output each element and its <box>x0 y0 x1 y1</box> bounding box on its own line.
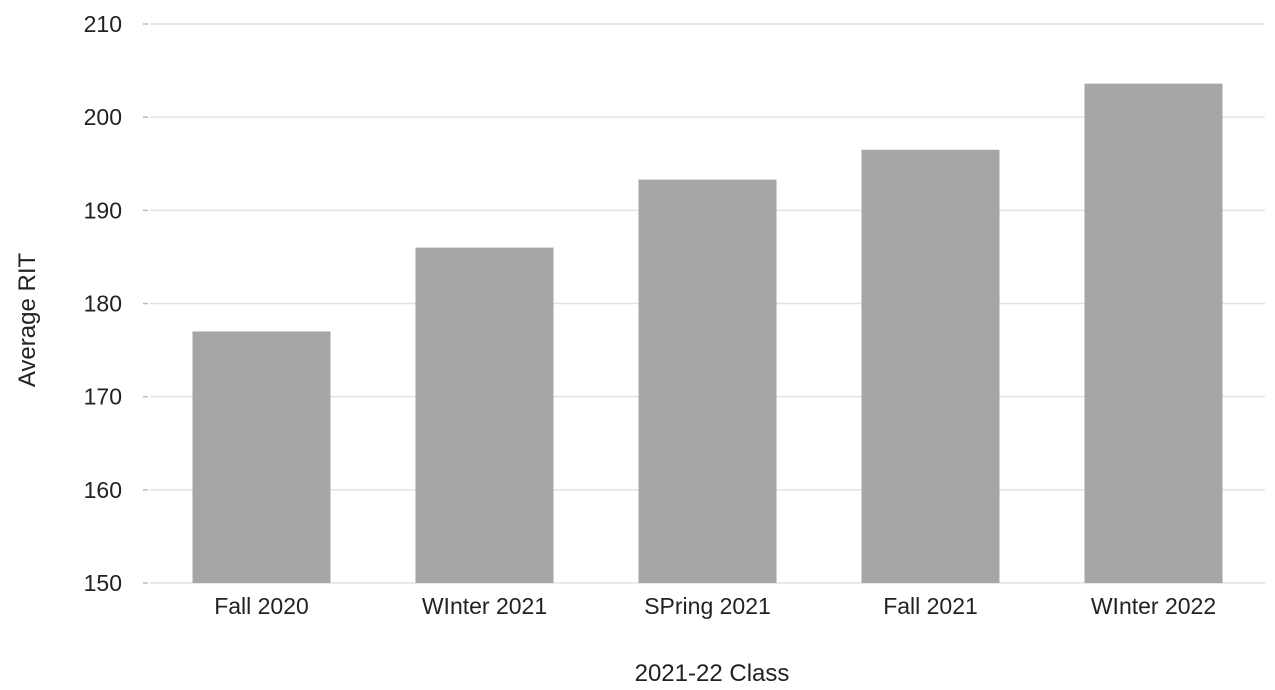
y-tick-label: 170 <box>84 384 122 410</box>
bar-2 <box>638 179 777 584</box>
bar-1 <box>415 247 554 583</box>
y-tick-label: 150 <box>84 570 122 596</box>
y-axis-title: Average RIT <box>14 253 41 388</box>
bar-3 <box>861 149 1000 583</box>
y-tick-label: 210 <box>84 11 122 37</box>
y-tick-label: 160 <box>84 477 122 503</box>
x-tick-label: WInter 2021 <box>422 593 547 619</box>
y-tick-label: 200 <box>84 104 122 130</box>
y-tick-label: 180 <box>84 291 122 317</box>
y-tick-label: 190 <box>84 197 122 223</box>
bar-4 <box>1084 83 1223 584</box>
bars <box>192 83 1223 584</box>
x-tick-label: Fall 2021 <box>883 593 978 619</box>
y-axis: 150 160 170 180 190 200 210 <box>84 11 148 596</box>
x-tick-label: Fall 2020 <box>214 593 309 619</box>
bar-0 <box>192 331 331 583</box>
x-tick-label: WInter 2022 <box>1091 593 1216 619</box>
x-axis: Fall 2020 WInter 2021 SPring 2021 Fall 2021… <box>214 593 1216 619</box>
x-tick-label: SPring 2021 <box>644 593 771 619</box>
x-axis-title: 2021-22 Class <box>635 660 790 685</box>
